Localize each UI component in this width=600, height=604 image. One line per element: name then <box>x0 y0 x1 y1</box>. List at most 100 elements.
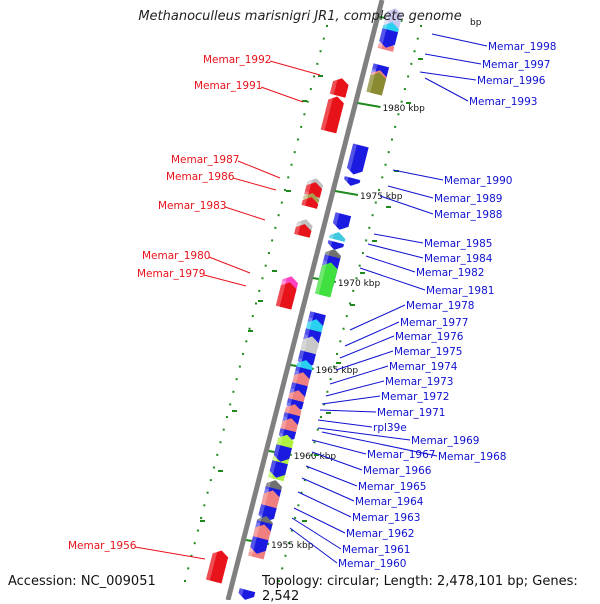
guide-dot <box>213 466 216 469</box>
guide-dot <box>271 239 274 242</box>
minor-tick <box>232 410 237 412</box>
gene-feature <box>331 212 352 230</box>
guide-dot <box>365 239 368 242</box>
gene-label-left: Memar_1992 <box>203 54 271 66</box>
guide-dot <box>232 390 235 393</box>
gene-shade <box>257 504 266 521</box>
minor-tick <box>200 520 205 522</box>
gene-connector-left <box>134 546 206 560</box>
gene-arrow <box>275 282 297 310</box>
minor-tick <box>302 520 307 522</box>
guide-dot <box>294 516 297 519</box>
gene-arrow <box>366 72 387 96</box>
minor-tick <box>248 330 253 332</box>
gene-shade <box>280 416 288 431</box>
guide-dot <box>274 226 277 229</box>
gene-arrow <box>205 550 229 584</box>
gene-label-right: Memar_1973 <box>385 376 453 388</box>
gene-connector-right <box>359 267 426 291</box>
scale-label: 1975 kbp <box>360 192 403 202</box>
gene-connector-left <box>232 177 277 191</box>
guide-dot <box>280 201 283 204</box>
gene-arrow <box>346 143 369 175</box>
guide-dot <box>319 416 322 419</box>
gene-shade <box>324 247 331 256</box>
gene-arrow <box>304 182 323 198</box>
minor-tick <box>272 270 277 272</box>
guide-dot <box>374 201 377 204</box>
gene-label-left: Memar_1980 <box>142 250 210 262</box>
gene-label-right: Memar_1978 <box>406 300 474 312</box>
guide-dot <box>361 252 364 255</box>
guide-dot <box>307 466 310 469</box>
gene-shade <box>272 444 281 461</box>
gene-connector-right <box>317 419 373 428</box>
gene-feature <box>272 444 292 462</box>
gene-arrow <box>329 232 346 242</box>
gene-connector-right <box>344 321 400 347</box>
gene-shade <box>301 195 308 206</box>
gene-label-right: Memar_1960 <box>338 558 406 570</box>
gene-label-left: Memar_1956 <box>68 540 137 552</box>
gene-connector-right <box>367 243 424 259</box>
scale-label: bp <box>470 18 482 28</box>
gene-arrow <box>269 460 288 478</box>
gene-shade <box>304 180 312 195</box>
guide-dot <box>261 277 264 280</box>
gene-connector-right <box>319 409 377 413</box>
scale-tick <box>334 190 359 196</box>
gene-shade <box>303 191 309 200</box>
gene-feature <box>366 70 387 96</box>
gene-shade <box>331 212 340 229</box>
gene-shade <box>342 176 349 185</box>
gene-shade <box>296 350 305 367</box>
gene-label-right: Memar_1971 <box>377 407 445 419</box>
guide-dot <box>278 580 280 582</box>
guide-dot <box>267 252 270 255</box>
guide-dot <box>413 50 416 53</box>
gene-connector-right <box>349 304 406 331</box>
gene-feature <box>304 180 323 198</box>
gene-label-right: Memar_1988 <box>434 209 502 221</box>
minor-tick <box>286 190 291 192</box>
gene-label-left: Memar_1979 <box>137 268 205 280</box>
guide-dot <box>313 75 316 78</box>
minor-tick <box>218 470 223 472</box>
guide-dot <box>222 428 225 431</box>
gene-arrow <box>344 176 361 186</box>
scale-label: 1955 kbp <box>271 541 314 551</box>
guide-dot <box>297 504 300 507</box>
guide-dot <box>203 504 206 507</box>
gene-label-right: Memar_1972 <box>381 391 449 403</box>
gene-shade <box>329 76 339 95</box>
guide-dot <box>381 176 384 179</box>
gene-connector-left <box>260 86 304 103</box>
gene-arrow <box>273 444 292 462</box>
guide-dot <box>342 327 345 330</box>
guide-dot <box>316 62 319 65</box>
gene-connector-left <box>269 60 321 76</box>
guide-dot <box>319 50 322 53</box>
gene-arrow <box>320 96 344 134</box>
gene-arrow <box>327 240 345 250</box>
gene-shade <box>294 222 301 235</box>
gene-arrow <box>301 197 319 209</box>
guide-dot <box>290 163 293 166</box>
minor-tick <box>314 454 319 456</box>
guide-dot <box>209 479 212 482</box>
guide-dot <box>358 264 361 267</box>
gene-connector-right <box>317 427 411 441</box>
gene-label-right: Memar_1993 <box>469 96 537 108</box>
gene-label-right: Memar_1965 <box>358 481 426 493</box>
guide-dot <box>229 403 232 406</box>
scale-tick <box>357 102 381 108</box>
guide-dot <box>238 365 241 368</box>
left-outer-guide <box>184 25 328 582</box>
gene-feature <box>378 28 399 48</box>
guide-dot <box>293 151 296 154</box>
guide-dot <box>287 176 290 179</box>
guide-dot <box>371 214 374 217</box>
guide-dot <box>225 416 228 419</box>
gene-arrow <box>250 536 269 554</box>
